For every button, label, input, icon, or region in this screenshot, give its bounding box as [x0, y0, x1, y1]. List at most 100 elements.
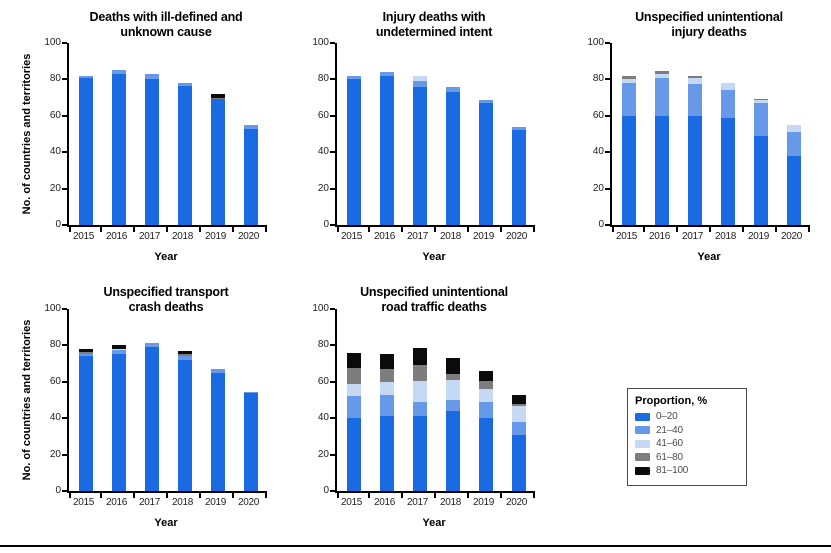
bar-segment-0–20 [478, 418, 493, 491]
stacked-bar-2019 [210, 94, 225, 225]
bar-segment-41–60 [445, 380, 460, 401]
bar-segment-61–80 [210, 97, 225, 100]
x-axis-year-label: 2015 [72, 231, 95, 242]
x-axis-year-label: 2017 [406, 231, 429, 242]
bar-segment-61–80 [412, 364, 427, 381]
y-axis-tick-label: 20 [592, 182, 604, 194]
bar-segment-61–80 [78, 351, 93, 354]
bar-segment-21–40 [379, 394, 394, 417]
y-axis-tick [62, 490, 67, 492]
bar-slot-2019 [744, 43, 777, 225]
x-axis-year-label: 2016 [105, 231, 128, 242]
bar-slot-2018 [711, 43, 744, 225]
bar-slot-2016 [102, 309, 135, 491]
y-axis-tick [62, 114, 67, 117]
stacked-bar-2020 [243, 391, 258, 491]
x-axis-tick [467, 493, 469, 498]
bar-slot-2019 [201, 309, 234, 491]
x-axis-year-label: 2019 [472, 231, 495, 242]
bar-slot-2015 [337, 43, 370, 225]
bar-segment-81–100 [445, 358, 460, 374]
stacked-bar-2020 [511, 394, 526, 491]
chart-title-line: Unspecified transport [103, 285, 229, 299]
legend: Proportion, % 0–20 21–40 41–60 61–80 81–100 [627, 388, 747, 486]
x-axis-tick [100, 227, 102, 232]
bar-segment-41–60 [346, 383, 361, 397]
stacked-bar-2016 [111, 70, 126, 225]
legend-item: 0–20 [635, 410, 739, 424]
bar-segment-21–40 [210, 369, 225, 373]
bar-segment-41–60 [753, 100, 768, 104]
x-axis-year-label: 2019 [472, 497, 495, 508]
y-axis-title: No. of countries and territories [21, 53, 33, 215]
bar-segment-0–20 [111, 73, 126, 225]
y-axis-tick-label: 40 [49, 412, 61, 424]
bar-segment-21–40 [753, 103, 768, 136]
y-axis-tick [330, 224, 335, 226]
bar-slot-2016 [102, 43, 135, 225]
legend-items: 0–20 21–40 41–60 61–80 81–100 [635, 410, 739, 478]
y-axis-tick-label: 80 [317, 339, 329, 351]
y-axis-tick-label: 60 [49, 109, 61, 121]
y-axis-tick [605, 78, 610, 81]
bar-segment-0–20 [786, 155, 801, 225]
bar-slot-2018 [168, 43, 201, 225]
bar-segment-21–40 [346, 75, 361, 80]
y-axis-tick-label: 20 [317, 182, 329, 194]
bar-segment-61–80 [511, 403, 526, 407]
bar-segment-0–20 [111, 353, 126, 491]
bar-segment-41–60 [511, 406, 526, 422]
bar-slot-2015 [69, 309, 102, 491]
stacked-bar-2015 [346, 75, 361, 225]
bar-segment-61–80 [654, 71, 669, 75]
bar-segment-21–40 [478, 99, 493, 104]
x-axis-year-label: 2018 [171, 497, 194, 508]
legend-swatch-61–80 [635, 453, 650, 462]
bar-segment-81–100 [478, 370, 493, 381]
bar-slots [337, 309, 535, 491]
x-axis-category-labels: 2015 2016 2017 2018 2019 2020 [335, 497, 533, 508]
legend-item: 21–40 [635, 424, 739, 438]
chart-plot-area: 0 20 40 60 80 100 [44, 37, 267, 232]
y-axis-tick [605, 187, 610, 190]
bar-slot-2016 [370, 309, 403, 491]
x-axis-tick [808, 227, 810, 232]
legend-item: 41–60 [635, 437, 739, 451]
x-axis-tick [533, 227, 535, 232]
x-axis-year-label: 2016 [373, 231, 396, 242]
stacked-bar-2018 [177, 83, 192, 225]
stacked-bar-2020 [511, 126, 526, 225]
x-axis-category-labels: 2015 2016 2017 2018 2019 2020 [610, 231, 808, 242]
bar-segment-21–40 [511, 421, 526, 435]
bar-slot-2019 [469, 43, 502, 225]
x-axis-year-label: 2017 [406, 497, 429, 508]
stacked-bar-2016 [111, 344, 126, 491]
bar-segment-0–20 [687, 115, 702, 225]
bar-slot-2018 [168, 309, 201, 491]
bar-segment-0–20 [379, 75, 394, 225]
x-axis-tick [133, 227, 135, 232]
y-axis-tick-label: 80 [317, 73, 329, 85]
bar-slot-2017 [403, 43, 436, 225]
bar-segment-21–40 [654, 77, 669, 116]
bar-segment-21–40 [412, 401, 427, 417]
x-axis-tick [742, 227, 744, 232]
x-axis-tick [368, 227, 370, 232]
bar-segment-0–20 [478, 103, 493, 225]
bar-segment-21–40 [379, 72, 394, 76]
legend-item-label: 81–100 [656, 465, 689, 477]
y-axis-tick [330, 344, 335, 347]
x-axis-year-label: 2019 [204, 231, 227, 242]
legend-swatch-81–100 [635, 466, 650, 475]
x-axis-year-label: 2020 [505, 231, 528, 242]
bar-segment-81–100 [78, 349, 93, 352]
stacked-bar-2018 [720, 83, 735, 225]
legend-item-label: 21–40 [656, 424, 683, 436]
bar-segment-0–20 [445, 410, 460, 491]
y-axis-tick-label: 100 [44, 37, 61, 48]
x-axis-year-label: 2018 [714, 231, 737, 242]
bar-segment-21–40 [720, 90, 735, 118]
bar-slot-2015 [69, 43, 102, 225]
bar-segment-21–40 [243, 391, 258, 393]
bar-segment-0–20 [445, 92, 460, 225]
